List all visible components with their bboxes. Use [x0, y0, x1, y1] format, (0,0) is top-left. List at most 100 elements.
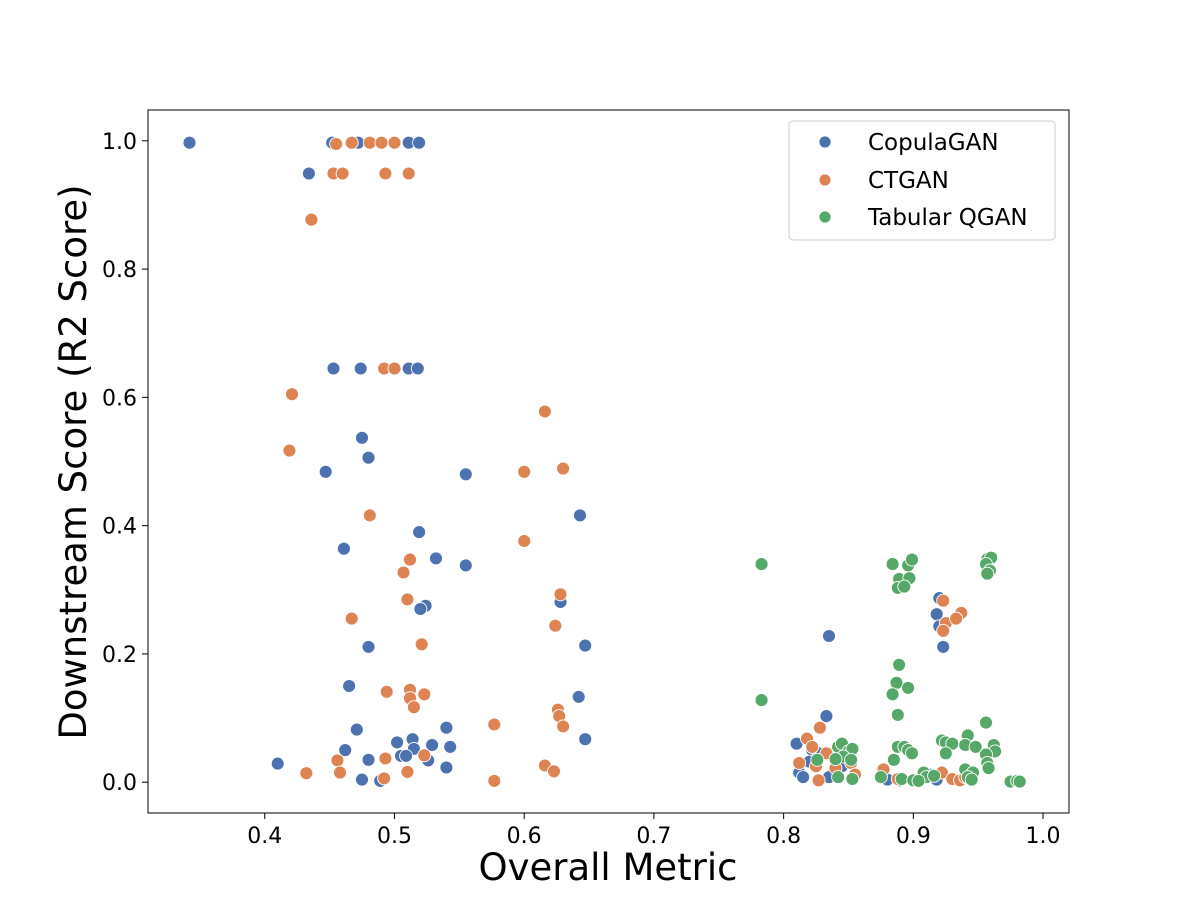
legend: CopulaGAN CTGAN Tabular QGAN: [788, 120, 1056, 241]
point-ctgan: [299, 766, 314, 781]
y-tick-label: 0.8: [102, 258, 137, 283]
point-ctgan: [949, 611, 964, 626]
point-ctgan: [362, 508, 377, 523]
y-axis: 0.0 0.2 0.4 0.6 0.8 1.0: [102, 130, 148, 796]
x-axis: 0.4 0.5 0.6 0.7 0.8 0.9 1.0: [247, 813, 1061, 849]
point-copulagan: [412, 525, 427, 540]
point-tabular-qgan: [911, 773, 926, 788]
point-tabular-qgan: [828, 752, 843, 767]
point-ctgan: [400, 592, 415, 607]
x-tick-label: 0.7: [636, 824, 671, 849]
point-tabular-qgan: [844, 752, 859, 767]
point-ctgan: [406, 700, 421, 715]
point-copulagan: [822, 629, 836, 643]
point-copulagan: [443, 739, 458, 754]
plot-frame: [147, 109, 1070, 814]
point-copulagan: [326, 361, 341, 376]
point-tabular-qgan: [964, 772, 979, 787]
legend-label-ctgan: CTGAN: [868, 168, 949, 194]
point-tabular-qgan: [979, 715, 993, 730]
point-ctgan: [378, 166, 393, 181]
point-ctgan: [304, 212, 319, 227]
legend-label-tabular-qgan: Tabular QGAN: [867, 205, 1028, 231]
point-tabular-qgan: [981, 761, 996, 776]
point-ctgan: [285, 387, 299, 402]
point-ctgan: [812, 720, 827, 735]
point-tabular-qgan: [754, 693, 769, 708]
point-tabular-qgan: [886, 752, 901, 767]
point-ctgan: [401, 166, 416, 181]
x-tick-label: 1.0: [1026, 824, 1061, 849]
series-tabular-qgan: [754, 550, 1027, 789]
point-copulagan: [361, 450, 376, 465]
legend-marker-tabular-qgan: [818, 210, 832, 224]
point-copulagan: [338, 743, 353, 758]
point-copulagan: [796, 770, 811, 785]
legend-label-copulagan: CopulaGAN: [868, 130, 999, 156]
x-tick-label: 0.8: [766, 824, 801, 849]
point-tabular-qgan: [968, 739, 983, 754]
point-ctgan: [487, 773, 502, 788]
point-ctgan: [333, 765, 347, 780]
point-ctgan: [396, 565, 411, 580]
point-copulagan: [571, 689, 586, 704]
point-ctgan: [329, 137, 344, 151]
point-ctgan: [548, 618, 563, 633]
point-copulagan: [182, 135, 197, 150]
point-tabular-qgan: [873, 770, 888, 785]
legend-marker-copulagan: [818, 135, 832, 149]
point-ctgan: [805, 739, 820, 754]
point-tabular-qgan: [892, 657, 907, 672]
point-tabular-qgan: [905, 552, 919, 567]
point-ctgan: [330, 753, 345, 768]
point-tabular-qgan: [980, 566, 995, 581]
point-copulagan: [390, 735, 405, 750]
point-ctgan: [936, 593, 951, 608]
y-tick-label: 0.2: [102, 643, 137, 668]
x-tick-label: 0.6: [507, 824, 542, 849]
point-ctgan: [378, 751, 393, 766]
point-ctgan: [344, 135, 359, 150]
x-tick-label: 0.4: [247, 824, 282, 849]
point-ctgan: [553, 587, 568, 602]
point-copulagan: [301, 166, 316, 181]
point-copulagan: [429, 551, 443, 566]
point-ctgan: [936, 623, 951, 638]
point-copulagan: [458, 558, 473, 573]
point-copulagan: [355, 772, 369, 787]
point-tabular-qgan: [831, 770, 846, 785]
point-tabular-qgan: [905, 746, 919, 761]
point-ctgan: [537, 404, 552, 419]
point-tabular-qgan: [885, 557, 900, 572]
point-ctgan: [556, 461, 571, 476]
point-ctgan: [792, 756, 807, 770]
point-copulagan: [819, 709, 834, 724]
point-ctgan: [547, 764, 561, 779]
point-copulagan: [353, 361, 368, 376]
x-tick-label: 0.5: [377, 824, 412, 849]
y-axis-title: Downstream Score (R2 Score): [52, 184, 95, 739]
point-copulagan: [318, 464, 333, 479]
point-copulagan: [361, 639, 376, 654]
point-ctgan: [387, 135, 402, 150]
point-copulagan: [399, 748, 414, 763]
point-tabular-qgan: [901, 680, 916, 695]
point-copulagan: [578, 732, 593, 747]
point-copulagan: [410, 361, 425, 376]
point-copulagan: [573, 508, 587, 523]
point-ctgan: [335, 166, 350, 181]
point-copulagan: [425, 738, 440, 752]
y-tick-label: 0.6: [102, 386, 137, 411]
point-ctgan: [387, 361, 402, 376]
point-ctgan: [403, 552, 417, 567]
point-ctgan: [417, 687, 432, 702]
point-tabular-qgan: [885, 687, 900, 702]
point-copulagan: [336, 541, 351, 556]
point-ctgan: [414, 637, 429, 652]
y-tick-label: 1.0: [102, 130, 137, 155]
point-ctgan: [377, 771, 392, 786]
point-ctgan: [556, 719, 571, 734]
point-tabular-qgan: [894, 772, 909, 786]
point-copulagan: [355, 430, 369, 445]
point-ctgan: [362, 135, 377, 150]
